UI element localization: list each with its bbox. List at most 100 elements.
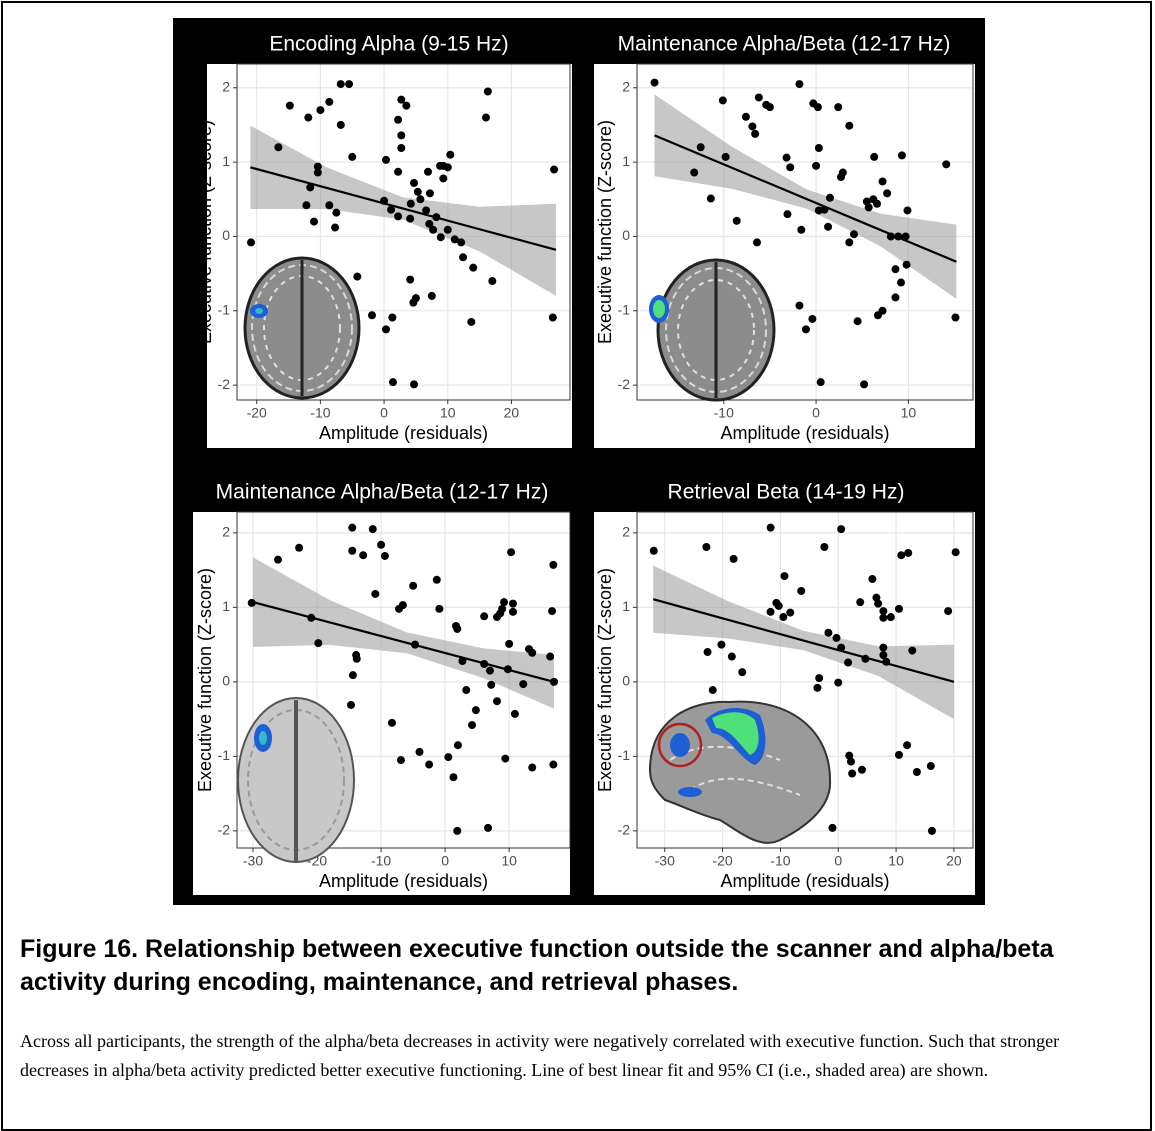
- data-point: [348, 547, 356, 555]
- x-axis-label: Amplitude (residuals): [319, 871, 488, 891]
- data-point: [462, 686, 470, 694]
- data-point: [730, 555, 738, 563]
- data-point: [486, 667, 494, 675]
- data-point: [944, 607, 952, 615]
- data-point: [549, 761, 557, 769]
- data-point: [426, 189, 434, 197]
- data-point: [316, 106, 324, 114]
- data-point: [797, 226, 805, 234]
- y-axis-label: Executive function (Z-score): [595, 120, 615, 344]
- data-point: [274, 556, 282, 564]
- data-point: [394, 116, 402, 124]
- data-point: [469, 264, 477, 272]
- data-point: [349, 671, 357, 679]
- data-point: [274, 143, 282, 151]
- data-point: [858, 766, 866, 774]
- data-point: [457, 238, 465, 246]
- data-point: [795, 302, 803, 310]
- data-point: [480, 612, 488, 620]
- panel-title: Maintenance Alpha/Beta (12-17 Hz): [216, 481, 549, 504]
- data-point: [310, 218, 318, 226]
- data-point: [786, 163, 794, 171]
- data-point: [382, 325, 390, 333]
- y-axis-label: Executive function (Z-score): [195, 568, 215, 792]
- data-point: [786, 609, 794, 617]
- x-tick-label: 0: [441, 853, 449, 869]
- data-point: [722, 153, 730, 161]
- data-point: [903, 261, 911, 269]
- data-point: [345, 80, 353, 88]
- data-point: [406, 276, 414, 284]
- data-point: [437, 233, 445, 241]
- data-point: [879, 644, 887, 652]
- data-point: [446, 151, 454, 159]
- y-tick-label: -2: [618, 822, 631, 838]
- data-point: [410, 179, 418, 187]
- data-point: [397, 131, 405, 139]
- data-point: [738, 668, 746, 676]
- y-tick-label: -1: [618, 301, 631, 317]
- data-point: [348, 153, 356, 161]
- data-point: [388, 719, 396, 727]
- data-point: [429, 226, 437, 234]
- data-point: [834, 103, 842, 111]
- data-point: [487, 681, 495, 689]
- data-point: [550, 166, 558, 174]
- y-tick-label: 2: [222, 78, 230, 94]
- data-point: [826, 194, 834, 202]
- data-point: [733, 217, 741, 225]
- data-point: [507, 548, 515, 556]
- data-point: [304, 114, 312, 122]
- data-point: [407, 200, 415, 208]
- y-tick-label: 1: [622, 598, 630, 614]
- y-tick-label: 2: [222, 524, 230, 540]
- data-point: [903, 206, 911, 214]
- x-tick-label: -20: [712, 853, 732, 869]
- x-tick-label: 20: [504, 405, 520, 421]
- data-point: [406, 215, 414, 223]
- x-tick-label: -10: [714, 405, 734, 421]
- data-point: [548, 607, 556, 615]
- data-point: [897, 279, 905, 287]
- data-point: [848, 769, 856, 777]
- data-point: [511, 710, 519, 718]
- data-point: [409, 582, 417, 590]
- data-point: [325, 201, 333, 209]
- x-axis-label: Amplitude (residuals): [720, 423, 889, 443]
- data-point: [409, 299, 417, 307]
- data-point: [472, 706, 480, 714]
- data-point: [546, 653, 554, 661]
- data-point: [388, 313, 396, 321]
- y-tick-label: 0: [222, 227, 230, 243]
- data-point: [815, 144, 823, 152]
- y-tick-label: 0: [622, 673, 630, 689]
- data-point: [815, 674, 823, 682]
- data-point: [439, 174, 447, 182]
- data-point: [337, 121, 345, 129]
- data-point: [428, 292, 436, 300]
- data-point: [879, 307, 887, 315]
- data-point: [697, 143, 705, 151]
- x-tick-label: 10: [440, 405, 456, 421]
- y-tick-label: -1: [218, 747, 231, 763]
- data-point: [951, 313, 959, 321]
- data-point: [820, 543, 828, 551]
- data-point: [444, 163, 452, 171]
- data-point: [337, 80, 345, 88]
- data-point: [824, 223, 832, 231]
- data-point: [854, 317, 862, 325]
- y-tick-label: 0: [222, 673, 230, 689]
- data-point: [528, 649, 536, 657]
- data-point: [498, 605, 506, 613]
- data-point: [719, 96, 727, 104]
- y-tick-label: 0: [622, 227, 630, 243]
- data-point: [353, 273, 361, 281]
- y-axis-label: Executive function (Z-score): [195, 120, 215, 344]
- data-point: [493, 697, 501, 705]
- data-point: [783, 210, 791, 218]
- brain-axial: [238, 698, 354, 862]
- data-point: [433, 576, 441, 584]
- data-point: [295, 544, 303, 552]
- data-point: [873, 200, 881, 208]
- data-point: [509, 608, 517, 616]
